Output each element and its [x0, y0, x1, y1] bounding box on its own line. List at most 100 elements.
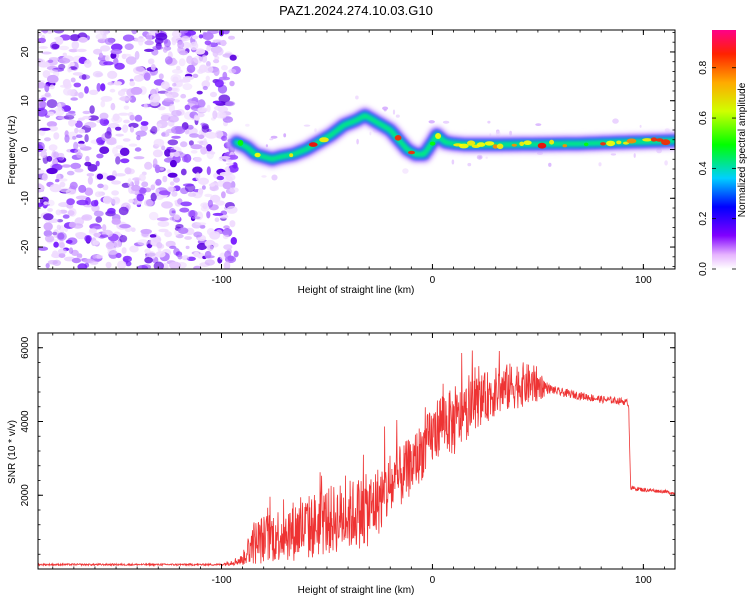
spectrogram-y-ticks: -20 -10 0 10 20 — [20, 32, 675, 267]
noise-blob — [107, 250, 118, 255]
y-tick-label: -10 — [20, 191, 31, 206]
noise-blob — [167, 149, 177, 153]
noise-speck — [664, 160, 668, 166]
noise-blob — [144, 48, 154, 53]
noise-blob — [92, 70, 103, 78]
noise-blob — [62, 52, 67, 57]
noise-blob — [197, 99, 206, 108]
noise-blob — [86, 173, 95, 177]
noise-blob — [193, 231, 203, 238]
noise-speck — [509, 130, 512, 136]
snr-panel: -100 0 100 2000 4000 6000 Height of straight… — [7, 332, 676, 596]
noise-blob — [73, 141, 79, 150]
noise-blob — [169, 261, 182, 269]
noise-blob — [164, 231, 173, 238]
noise-blob — [69, 34, 81, 42]
ridge-peak — [583, 142, 589, 147]
noise-blob — [68, 247, 74, 254]
noise-blob — [51, 43, 60, 50]
noise-speck — [270, 135, 278, 139]
noise-speck — [402, 168, 409, 174]
noise-blob — [182, 76, 194, 81]
noise-blob — [109, 88, 116, 93]
noise-blob — [104, 37, 115, 45]
noise-blob — [180, 35, 190, 42]
noise-blob — [190, 144, 203, 150]
noise-blob — [192, 35, 199, 40]
ridge-peak — [626, 138, 637, 144]
noise-blob — [70, 77, 76, 83]
noise-blob — [127, 178, 132, 187]
noise-blob — [172, 82, 177, 87]
noise-blob — [66, 198, 75, 206]
noise-blob — [149, 93, 161, 103]
noise-blob — [111, 218, 121, 225]
noise-blob — [84, 121, 97, 128]
noise-blob — [198, 34, 204, 39]
noise-blob — [169, 207, 176, 217]
noise-blob — [73, 82, 82, 88]
noise-blob — [152, 45, 164, 51]
noise-blob — [84, 86, 89, 94]
noise-speck — [487, 120, 491, 124]
noise-blob — [118, 112, 130, 116]
noise-blob — [42, 30, 48, 34]
noise-blob — [125, 261, 132, 267]
noise-blob — [43, 201, 48, 205]
noise-blob — [201, 54, 208, 63]
noise-blob — [94, 191, 103, 198]
noise-blob — [111, 180, 122, 185]
y-tick-label: 10 — [20, 95, 31, 107]
noise-blob — [124, 167, 132, 175]
ridge-peak — [319, 137, 329, 143]
noise-blob — [204, 250, 212, 259]
noise-blob — [178, 227, 189, 234]
ridge-peak — [435, 133, 442, 139]
noise-blob — [180, 201, 192, 207]
noise-blob — [115, 156, 121, 165]
noise-blob — [38, 37, 46, 44]
noise-blob — [157, 106, 166, 111]
x-tick-label: 0 — [430, 575, 436, 586]
noise-blob — [146, 32, 153, 42]
noise-speck — [633, 153, 636, 158]
noise-blob — [144, 199, 154, 207]
noise-blob — [43, 213, 54, 221]
noise-blob — [168, 115, 179, 123]
noise-blob — [206, 211, 211, 219]
noise-blob — [71, 257, 81, 264]
y-tick-label: 0 — [20, 146, 31, 152]
noise-blob — [173, 151, 180, 157]
noise-blob — [200, 146, 208, 155]
noise-blob — [205, 75, 210, 82]
noise-blob — [181, 255, 190, 261]
noise-blob — [89, 105, 95, 114]
noise-blob — [69, 61, 75, 67]
noise-blob — [193, 55, 203, 64]
noise-blob — [115, 145, 124, 150]
noise-blob — [131, 30, 138, 35]
noise-blob — [187, 192, 197, 197]
noise-blob — [225, 162, 234, 166]
x-tick-label: 0 — [430, 275, 436, 286]
noise-blob — [229, 80, 235, 87]
noise-blob — [156, 123, 162, 128]
ridge-peak — [492, 144, 499, 149]
noise-blob — [44, 137, 51, 142]
noise-blob — [134, 114, 143, 122]
noise-blob — [196, 90, 203, 95]
noise-blob — [221, 230, 230, 235]
noise-blob — [55, 36, 64, 45]
noise-blob — [69, 181, 78, 190]
noise-blob — [128, 143, 138, 147]
noise-blob — [67, 67, 72, 73]
noise-blob — [189, 41, 199, 51]
noise-blob — [171, 39, 177, 46]
colorbar-gradient — [712, 30, 736, 269]
noise-blob — [119, 224, 131, 229]
noise-speck — [639, 124, 642, 128]
noise-blob — [221, 135, 228, 141]
noise-blob — [168, 103, 175, 113]
noise-blob — [192, 166, 203, 174]
noise-blob — [158, 190, 171, 196]
